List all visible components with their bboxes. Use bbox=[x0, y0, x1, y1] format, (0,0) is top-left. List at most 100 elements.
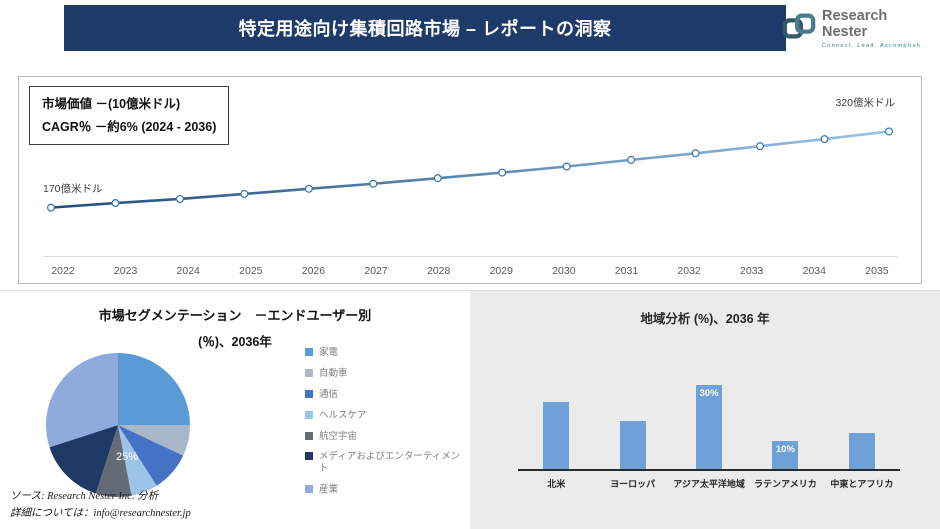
bar-cell bbox=[594, 421, 670, 469]
year-label: 2035 bbox=[865, 265, 889, 277]
bar-cell: 30% bbox=[671, 385, 747, 469]
pie-legend: 家電自動車通信ヘルスケア航空宇宙メディアおよびエンターティメント産業 bbox=[305, 347, 465, 505]
data-point-marker bbox=[369, 179, 378, 188]
source-note: ソース: Research Nester Inc. 分析 詳細については：inf… bbox=[10, 489, 191, 522]
legend-label: 自動車 bbox=[319, 367, 348, 379]
pie-slice bbox=[95, 425, 132, 497]
data-point-marker bbox=[562, 162, 571, 171]
year-label: 2024 bbox=[176, 265, 200, 277]
bar-data-label: 30% bbox=[699, 388, 719, 399]
legend-label: ヘルスケア bbox=[319, 409, 367, 421]
data-point-marker bbox=[433, 174, 442, 183]
legend-swatch bbox=[305, 368, 313, 377]
region-title: 地域分析 (%)、2036 年 bbox=[640, 312, 770, 326]
year-label: 2025 bbox=[239, 265, 263, 277]
segmentation-panel: 市場セグメンテーション －エンドユーザー別 (％)、2036年 25% 家電自動… bbox=[0, 290, 470, 529]
pie-data-label: 25% bbox=[116, 451, 139, 463]
segmentation-title: 市場セグメンテーション －エンドユーザー別 bbox=[98, 308, 372, 323]
legend-label: 航空宇宙 bbox=[319, 430, 358, 442]
legend-label: 通信 bbox=[319, 388, 339, 400]
bar-chart-bars: 30% 10% bbox=[518, 353, 900, 471]
end-value-label: 320億米ドル bbox=[835, 97, 895, 109]
pie-chart-wrap: 25% bbox=[44, 351, 192, 499]
pie-slice bbox=[45, 353, 118, 448]
pie-chart bbox=[45, 353, 190, 497]
bar-cell bbox=[824, 432, 900, 469]
legend-item: ヘルスケア bbox=[305, 410, 465, 422]
line-chart bbox=[46, 127, 893, 212]
year-label: 2027 bbox=[364, 265, 388, 277]
legend-item: 家電 bbox=[305, 347, 465, 359]
bar-category-label: ヨーロッパ bbox=[610, 479, 656, 489]
data-point-marker bbox=[756, 142, 765, 151]
region-panel: 地域分析 (%)、2036 年 30% 10% 北米 ヨーロッパ アジア太平洋地域 ラテ… bbox=[470, 290, 940, 529]
year-label: 2030 bbox=[552, 265, 576, 277]
pie-slice bbox=[118, 425, 157, 496]
legend-swatch bbox=[305, 431, 313, 440]
bar bbox=[543, 401, 570, 469]
legend-swatch bbox=[305, 348, 313, 356]
start-value-label: 170億米ドル bbox=[43, 183, 103, 195]
year-label: 2034 bbox=[802, 265, 826, 277]
bar bbox=[619, 421, 646, 469]
legend-item: 航空宇宙 bbox=[305, 431, 465, 443]
bar-data-label: 10% bbox=[775, 444, 795, 455]
year-label: 2031 bbox=[614, 265, 639, 277]
legend-item: 通信 bbox=[305, 389, 465, 401]
data-point-marker bbox=[884, 127, 893, 136]
legend-item: メディアおよびエンターティメント bbox=[305, 451, 465, 475]
year-label: 2022 bbox=[51, 265, 75, 277]
source-line: ソース: Research Nester Inc. 分析 bbox=[10, 491, 159, 503]
year-label: 2026 bbox=[301, 265, 326, 277]
x-axis-labels: 2022 2023 2024 2025 2026 2027 2028 2029 2030 2031… bbox=[43, 256, 897, 277]
data-point-marker bbox=[46, 203, 56, 212]
bar-cell: 10% bbox=[747, 441, 823, 469]
cagr-label: CAGR％ －約6% (2024 - 2036) bbox=[42, 119, 217, 134]
page-title: 特定用途向け集積回路市場 – レポートの洞察 bbox=[238, 19, 612, 39]
bar: 10% bbox=[772, 441, 799, 469]
bar-category-label: 北米 bbox=[547, 479, 566, 489]
segmentation-subtitle: (％)、2036年 bbox=[198, 335, 272, 349]
bar-chart: 30% 10% 北米 ヨーロッパ アジア太平洋地域 ラテンアメリカ 中東とアフリカ bbox=[518, 353, 900, 490]
chart-info-box: 市場価値 －(10億米ドル) CAGR％ －約6% (2024 - 2036) bbox=[29, 86, 230, 145]
data-point-marker bbox=[175, 194, 184, 203]
brand-logo: Research Nester Connect. Lead. Accomplis… bbox=[782, 8, 934, 49]
contact-line: 詳細については：info@researchnester.jp bbox=[10, 507, 191, 519]
legend-item: 産業 bbox=[305, 484, 465, 496]
pie-slice bbox=[49, 425, 119, 494]
year-label: 2032 bbox=[677, 265, 701, 277]
bar-cell bbox=[518, 401, 594, 469]
data-point-marker bbox=[691, 149, 700, 158]
legend-swatch bbox=[305, 452, 313, 461]
legend-label: 家電 bbox=[319, 347, 339, 358]
legend-swatch bbox=[305, 389, 313, 398]
year-label: 2029 bbox=[489, 265, 513, 277]
data-point-marker bbox=[820, 135, 829, 144]
bar-category-label: 中東とアフリカ bbox=[830, 479, 894, 489]
bar-category-label: アジア太平洋地域 bbox=[673, 479, 745, 489]
brand-name: Research Nester bbox=[822, 8, 888, 40]
data-point-marker bbox=[304, 184, 313, 193]
pie-slice bbox=[118, 353, 190, 425]
pie-slice bbox=[118, 425, 190, 456]
market-value-label: 市場価値 －(10億米ドル) bbox=[42, 97, 181, 111]
data-point-marker bbox=[498, 168, 507, 177]
market-value-chart-panel: 市場価値 －(10億米ドル) CAGR％ －約6% (2024 - 2036) … bbox=[18, 76, 922, 284]
chain-link-icon bbox=[782, 11, 816, 46]
header-banner: 特定用途向け集積回路市場 – レポートの洞察 bbox=[64, 5, 786, 51]
bar-category-label: ラテンアメリカ bbox=[754, 479, 817, 489]
bar-chart-categories: 北米 ヨーロッパ アジア太平洋地域 ラテンアメリカ 中東とアフリカ bbox=[518, 471, 900, 490]
legend-swatch bbox=[305, 410, 313, 419]
data-point-marker bbox=[627, 155, 636, 164]
line-plot-area bbox=[43, 87, 897, 243]
legend-label: 産業 bbox=[319, 484, 339, 496]
legend-swatch bbox=[305, 485, 313, 494]
data-point-marker bbox=[240, 189, 249, 198]
bar: 30% bbox=[696, 385, 723, 469]
brand-tagline: Connect. Lead. Accomplish. bbox=[822, 42, 924, 49]
bar bbox=[848, 432, 875, 469]
year-label: 2033 bbox=[740, 265, 764, 277]
legend-label: メディアおよびエンターティメント bbox=[319, 451, 461, 475]
data-point-marker bbox=[111, 199, 120, 208]
